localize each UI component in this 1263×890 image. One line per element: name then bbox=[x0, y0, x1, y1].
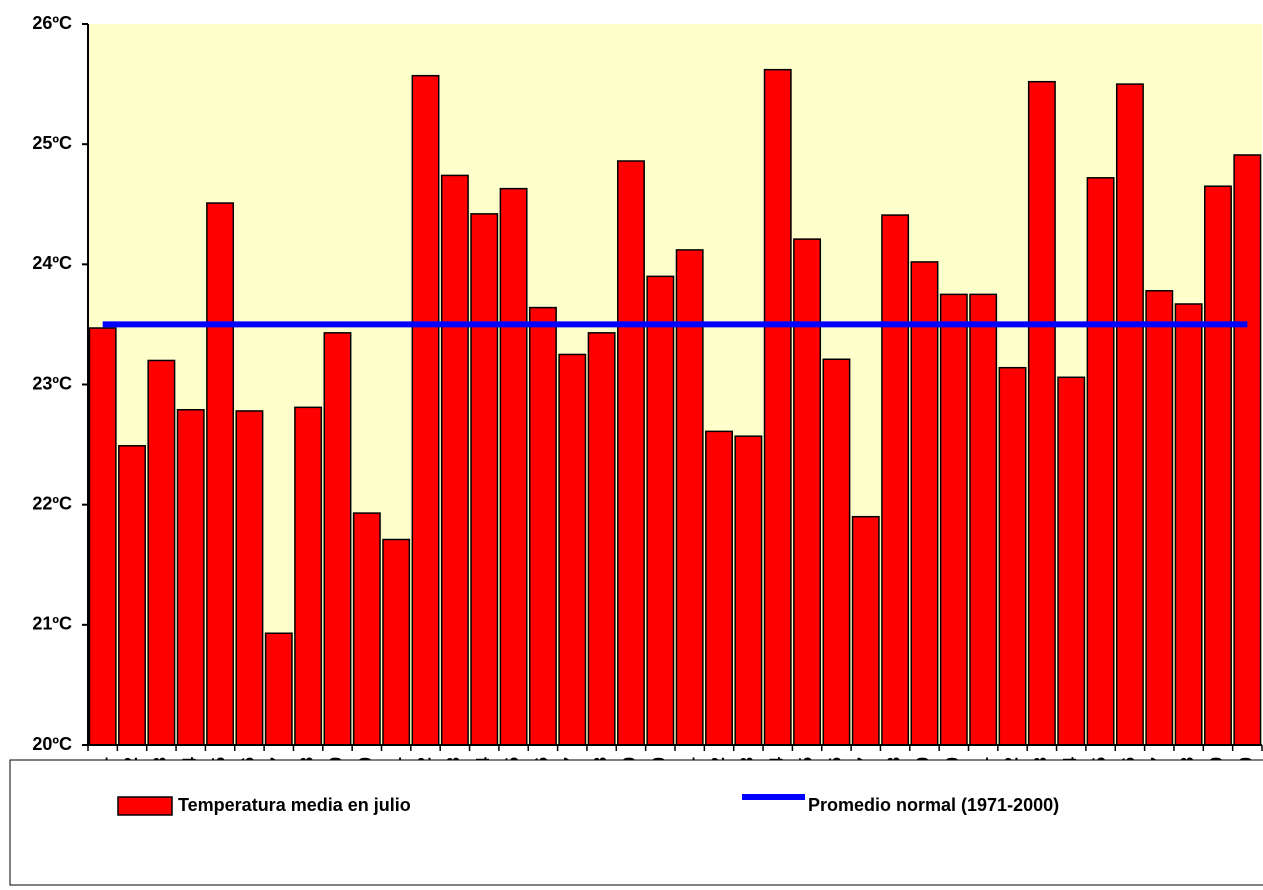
bar bbox=[1115, 83, 1144, 746]
bar bbox=[763, 68, 792, 746]
bar bbox=[1204, 185, 1232, 746]
bar bbox=[1174, 303, 1203, 746]
bar bbox=[617, 160, 645, 746]
bar bbox=[118, 445, 146, 746]
bar bbox=[734, 435, 763, 746]
plot-area bbox=[88, 24, 1262, 745]
bar bbox=[705, 430, 733, 746]
bar bbox=[998, 366, 1027, 746]
bar bbox=[646, 275, 675, 746]
legend-label: Promedio normal (1971-2000) bbox=[808, 795, 1059, 815]
bar bbox=[88, 327, 117, 746]
bar bbox=[235, 410, 264, 746]
bar bbox=[1027, 80, 1056, 746]
bar bbox=[528, 306, 557, 746]
bar bbox=[587, 332, 616, 746]
y-tick-label: 21ºC bbox=[32, 614, 72, 634]
bar bbox=[1086, 177, 1115, 746]
bar bbox=[440, 174, 469, 746]
bar bbox=[264, 632, 293, 746]
bar bbox=[382, 538, 411, 746]
bar bbox=[176, 408, 205, 746]
y-tick-label: 24ºC bbox=[32, 253, 72, 273]
bar bbox=[499, 187, 528, 746]
bar bbox=[470, 213, 499, 746]
bar bbox=[793, 238, 822, 746]
bar bbox=[881, 214, 910, 746]
bar bbox=[969, 293, 998, 746]
y-tick-label: 25ºC bbox=[32, 133, 72, 153]
y-tick-label: 20ºC bbox=[32, 734, 72, 754]
legend-box bbox=[9, 759, 1263, 886]
bar bbox=[323, 332, 352, 746]
bar bbox=[822, 358, 851, 746]
bar bbox=[558, 353, 587, 746]
bar bbox=[1145, 290, 1174, 746]
bar bbox=[352, 512, 381, 746]
bar bbox=[411, 74, 440, 746]
bar bbox=[206, 202, 235, 746]
y-tick-label: 23ºC bbox=[32, 373, 72, 393]
bar bbox=[910, 261, 939, 746]
bar bbox=[294, 406, 323, 746]
y-tick-label: 26ºC bbox=[32, 13, 72, 33]
bar bbox=[147, 359, 176, 746]
bar bbox=[1057, 376, 1086, 746]
legend-swatch bbox=[117, 796, 173, 816]
bar bbox=[1233, 154, 1262, 746]
legend-label: Temperatura media en julio bbox=[178, 795, 411, 815]
bar bbox=[851, 515, 880, 746]
y-tick-label: 22ºC bbox=[32, 493, 72, 513]
bar bbox=[939, 293, 968, 746]
